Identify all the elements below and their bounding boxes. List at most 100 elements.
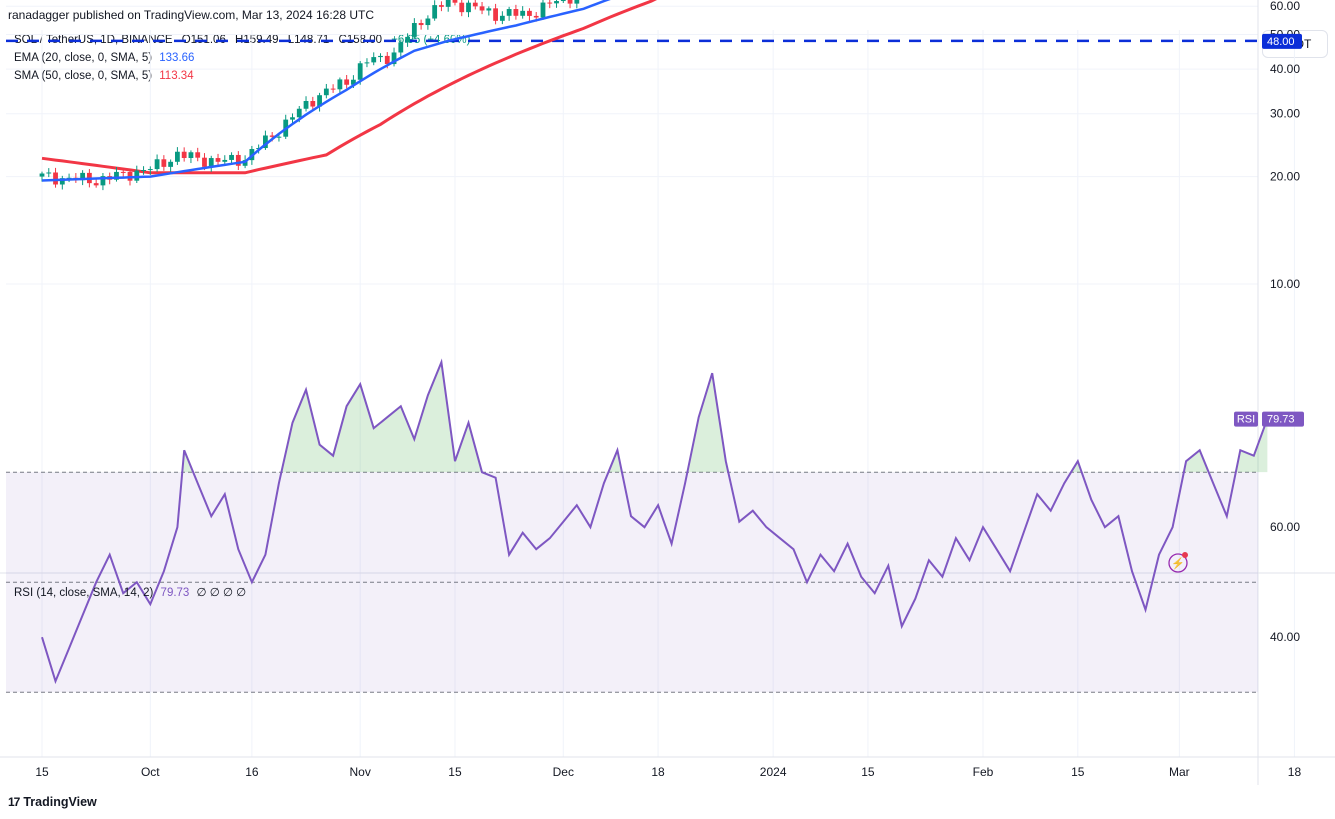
candle-body bbox=[459, 2, 465, 13]
time-tick-label: 18 bbox=[651, 765, 665, 779]
candle-body bbox=[134, 170, 140, 181]
candle-body bbox=[114, 171, 119, 180]
candle-body bbox=[547, 2, 553, 4]
tradingview-logo-icon: 17 bbox=[8, 795, 20, 809]
time-tick-label: 18 bbox=[1288, 765, 1302, 779]
candles bbox=[39, 0, 580, 191]
candle-body bbox=[269, 135, 275, 137]
candle-body bbox=[330, 88, 336, 90]
time-axis: 15 Oct 16 Nov 15 Dec 18 2024 15 Feb 15 Mar 18 bbox=[35, 765, 1301, 779]
candle-body bbox=[337, 79, 343, 90]
candle-body bbox=[493, 8, 498, 21]
price-axis: 10.0020.0030.0040.0050.0060.0070.0080.00… bbox=[1270, 0, 1300, 291]
candle-body bbox=[527, 10, 532, 16]
candle-body bbox=[222, 159, 228, 162]
candle-body bbox=[296, 108, 302, 118]
candle-body bbox=[215, 158, 221, 162]
support-badge bbox=[1262, 33, 1302, 49]
price-badges: SOLUSDT+693.17%07:31:56EMA133.66126.36SM… bbox=[1168, 33, 1302, 573]
candle-body bbox=[567, 0, 573, 4]
candle-body bbox=[310, 101, 316, 107]
candle-body bbox=[202, 157, 207, 167]
candle-body bbox=[208, 158, 214, 167]
candle-body bbox=[425, 18, 431, 26]
candle-body bbox=[499, 15, 505, 21]
rsi-legend-label: RSI (14, close, SMA, 14, 2) bbox=[14, 587, 154, 599]
candle-body bbox=[560, 0, 566, 2]
tradingview-footer[interactable]: 17 TradingView bbox=[8, 795, 97, 809]
candle-body bbox=[371, 57, 377, 63]
support-badge-value: 48.00 bbox=[1267, 36, 1295, 48]
candle-body bbox=[364, 62, 370, 64]
publisher-line: ranadagger published on TradingView.com,… bbox=[8, 8, 375, 22]
time-tick-label: 15 bbox=[448, 765, 462, 779]
time-tick-label: 2024 bbox=[760, 765, 787, 779]
candle-body bbox=[405, 36, 410, 43]
candle-body bbox=[472, 2, 478, 7]
candle-body bbox=[391, 52, 397, 65]
candle-body bbox=[344, 79, 350, 85]
tradingview-brand: TradingView bbox=[23, 795, 97, 809]
rsi-badge bbox=[1262, 411, 1304, 427]
candle-body bbox=[235, 154, 241, 166]
candle-body bbox=[100, 176, 106, 186]
candle-body bbox=[351, 79, 356, 85]
rsi-line bbox=[41, 358, 1269, 685]
price-tick-label: 10.00 bbox=[1270, 277, 1300, 291]
price-tick-label: 30.00 bbox=[1270, 107, 1300, 121]
candle-body bbox=[357, 63, 363, 80]
lightning-icon[interactable] bbox=[1168, 553, 1188, 573]
candle-body bbox=[303, 101, 309, 109]
rsi-pane: 40.00 60.00 RSI 79.73 bbox=[6, 358, 1304, 693]
rsi-overbought-fill bbox=[42, 362, 1268, 473]
candle-body bbox=[418, 23, 424, 26]
price-tick-label: 20.00 bbox=[1270, 170, 1300, 184]
time-tick-label: Mar bbox=[1169, 765, 1190, 779]
rsi-badge-value: 79.73 bbox=[1267, 414, 1295, 426]
candle-body bbox=[46, 172, 52, 174]
candle-body bbox=[161, 159, 167, 167]
time-tick-label: Nov bbox=[350, 765, 371, 779]
grid-lines bbox=[0, 0, 1335, 785]
candle-body bbox=[323, 88, 329, 96]
rsi-tick-label: 40.00 bbox=[1270, 630, 1300, 644]
candle-body bbox=[513, 9, 519, 16]
high-value: H159.49 bbox=[235, 34, 279, 46]
time-tick-label: Feb bbox=[973, 765, 994, 779]
price-tick-label: 60.00 bbox=[1270, 0, 1300, 13]
rsi-tick-label: 60.00 bbox=[1270, 520, 1300, 534]
sma-legend-label: SMA (50, close, 0, SMA, 5) bbox=[14, 70, 153, 82]
candle-body bbox=[154, 159, 160, 170]
candle-body bbox=[276, 136, 282, 138]
candle-body bbox=[452, 0, 458, 3]
time-tick-label: Dec bbox=[553, 765, 574, 779]
candle-body bbox=[195, 152, 201, 158]
candle-body bbox=[188, 152, 194, 159]
lightning-icon-glyph: ⚡ bbox=[1171, 557, 1185, 570]
candle-body bbox=[445, 0, 451, 7]
sma-legend-value: 113.34 bbox=[159, 70, 194, 82]
candle-body bbox=[411, 23, 417, 37]
ema-legend[interactable]: EMA (20, close, 0, SMA, 5) 133.66 bbox=[14, 52, 194, 64]
candle-body bbox=[147, 169, 153, 171]
rsi-legend[interactable]: RSI (14, close, SMA, 14, 2) 79.73 ∅ ∅ ∅ … bbox=[14, 585, 246, 599]
ema20-line bbox=[41, 0, 611, 182]
sma50-line bbox=[41, 0, 658, 175]
time-tick-label: Oct bbox=[141, 765, 160, 779]
candle-body bbox=[554, 1, 559, 4]
ema-legend-value: 133.66 bbox=[159, 52, 195, 64]
rsi-legend-extras: ∅ ∅ ∅ ∅ bbox=[196, 587, 247, 599]
candle-body bbox=[229, 154, 234, 160]
candle-body bbox=[466, 2, 471, 13]
rsi-badge-name: RSI bbox=[1237, 414, 1255, 426]
candle-body bbox=[141, 170, 146, 172]
time-tick-label: 15 bbox=[1071, 765, 1085, 779]
candle-body bbox=[53, 172, 58, 185]
candle-body bbox=[506, 9, 512, 16]
candle-body bbox=[479, 6, 485, 11]
candle-body bbox=[540, 2, 546, 18]
candle-body bbox=[263, 135, 268, 149]
sma-legend[interactable]: SMA (50, close, 0, SMA, 5) 113.34 bbox=[14, 70, 194, 82]
candle-body bbox=[533, 15, 539, 18]
